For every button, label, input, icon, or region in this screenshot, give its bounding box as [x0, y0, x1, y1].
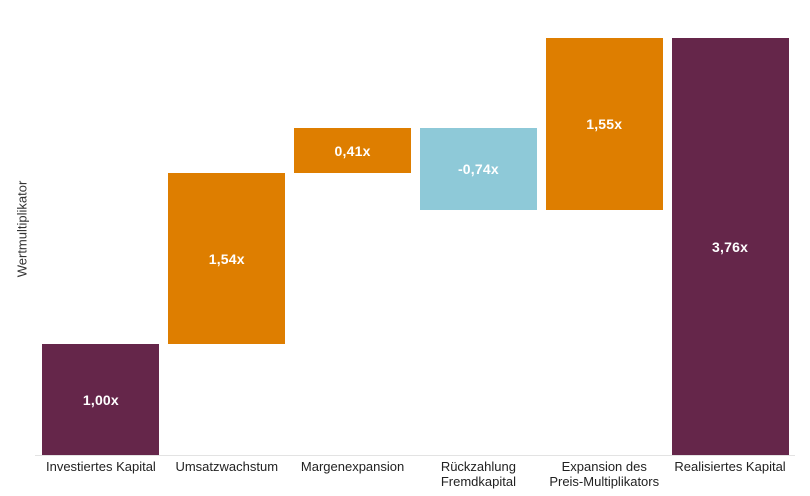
waterfall-bar-increase: 0,41x — [294, 127, 412, 174]
plot-area: 1,00x 1,54x 0,41x -0,74x 1,55x 3,76x — [38, 0, 793, 455]
bar-slot-6: 3,76x — [667, 0, 793, 455]
bar-value-label: 0,41x — [334, 142, 371, 159]
x-tick-label: Rückzahlung Fremdkapital — [440, 459, 516, 490]
x-tick-label: Umsatzwachstum — [175, 459, 279, 474]
bar-slot-4: -0,74x — [416, 0, 542, 455]
waterfall-bar-decrease: -0,74x — [419, 127, 537, 210]
bar-value-label: 1,55x — [586, 115, 623, 132]
waterfall-bar-increase: 1,54x — [168, 173, 286, 345]
bar-value-label: -0,74x — [457, 160, 499, 177]
bar-value-label: 1,54x — [208, 250, 245, 267]
x-tick-label: Margenexpansion — [300, 459, 405, 474]
bar-slot-1: 1,00x — [38, 0, 164, 455]
bar-value-label: 3,76x — [712, 238, 749, 255]
bar-slot-2: 1,54x — [164, 0, 290, 455]
waterfall-bar-increase: 1,55x — [545, 38, 663, 210]
waterfall-bar-total: 3,76x — [671, 38, 789, 455]
y-axis-title: Wertmultiplikator — [14, 180, 30, 278]
x-tick-label: Expansion des Preis-Multiplikators — [549, 459, 660, 490]
bar-slot-5: 1,55x — [541, 0, 667, 455]
x-tick-label: Investiertes Kapital — [45, 459, 156, 474]
x-axis-line — [35, 455, 795, 456]
x-axis-labels: Investiertes Kapital Umsatzwachstum Margen… — [38, 459, 793, 490]
waterfall-bar-total: 1,00x — [42, 344, 160, 455]
bar-value-label: 1,00x — [82, 391, 119, 408]
bar-slot-3: 0,41x — [290, 0, 416, 455]
x-tick-label: Realisiertes Kapital — [674, 459, 786, 474]
